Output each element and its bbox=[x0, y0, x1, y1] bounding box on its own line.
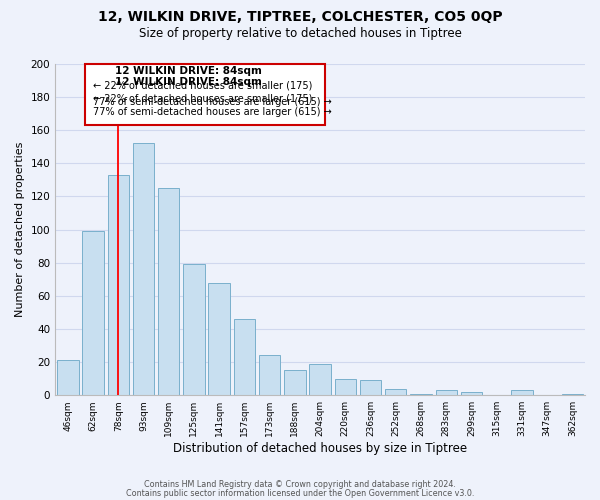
Bar bbox=[335, 378, 356, 395]
Bar bbox=[461, 392, 482, 395]
Bar bbox=[133, 144, 154, 395]
Bar bbox=[436, 390, 457, 395]
Text: 12, WILKIN DRIVE, TIPTREE, COLCHESTER, CO5 0QP: 12, WILKIN DRIVE, TIPTREE, COLCHESTER, C… bbox=[98, 10, 502, 24]
Bar bbox=[208, 282, 230, 395]
Text: 77% of semi-detached houses are larger (615) →: 77% of semi-detached houses are larger (… bbox=[93, 107, 332, 117]
Bar bbox=[57, 360, 79, 395]
Bar bbox=[410, 394, 432, 395]
Text: Size of property relative to detached houses in Tiptree: Size of property relative to detached ho… bbox=[139, 28, 461, 40]
Bar bbox=[233, 319, 255, 395]
Text: Contains public sector information licensed under the Open Government Licence v3: Contains public sector information licen… bbox=[126, 488, 474, 498]
Text: ← 22% of detached houses are smaller (175): ← 22% of detached houses are smaller (17… bbox=[93, 94, 313, 104]
Bar bbox=[310, 364, 331, 395]
Bar bbox=[107, 175, 129, 395]
Bar bbox=[284, 370, 305, 395]
Bar bbox=[158, 188, 179, 395]
Bar bbox=[511, 390, 533, 395]
Y-axis label: Number of detached properties: Number of detached properties bbox=[15, 142, 25, 318]
Bar bbox=[183, 264, 205, 395]
Text: 12 WILKIN DRIVE: 84sqm: 12 WILKIN DRIVE: 84sqm bbox=[115, 66, 262, 76]
Bar bbox=[259, 356, 280, 395]
Text: 12 WILKIN DRIVE: 84sqm: 12 WILKIN DRIVE: 84sqm bbox=[115, 77, 262, 87]
Text: Contains HM Land Registry data © Crown copyright and database right 2024.: Contains HM Land Registry data © Crown c… bbox=[144, 480, 456, 489]
FancyBboxPatch shape bbox=[85, 64, 325, 126]
Text: 77% of semi-detached houses are larger (615) →: 77% of semi-detached houses are larger (… bbox=[93, 97, 332, 107]
Text: ← 22% of detached houses are smaller (175): ← 22% of detached houses are smaller (17… bbox=[93, 80, 313, 90]
Bar bbox=[385, 388, 406, 395]
X-axis label: Distribution of detached houses by size in Tiptree: Distribution of detached houses by size … bbox=[173, 442, 467, 455]
Bar bbox=[360, 380, 381, 395]
Bar bbox=[562, 394, 583, 395]
Bar bbox=[82, 232, 104, 395]
